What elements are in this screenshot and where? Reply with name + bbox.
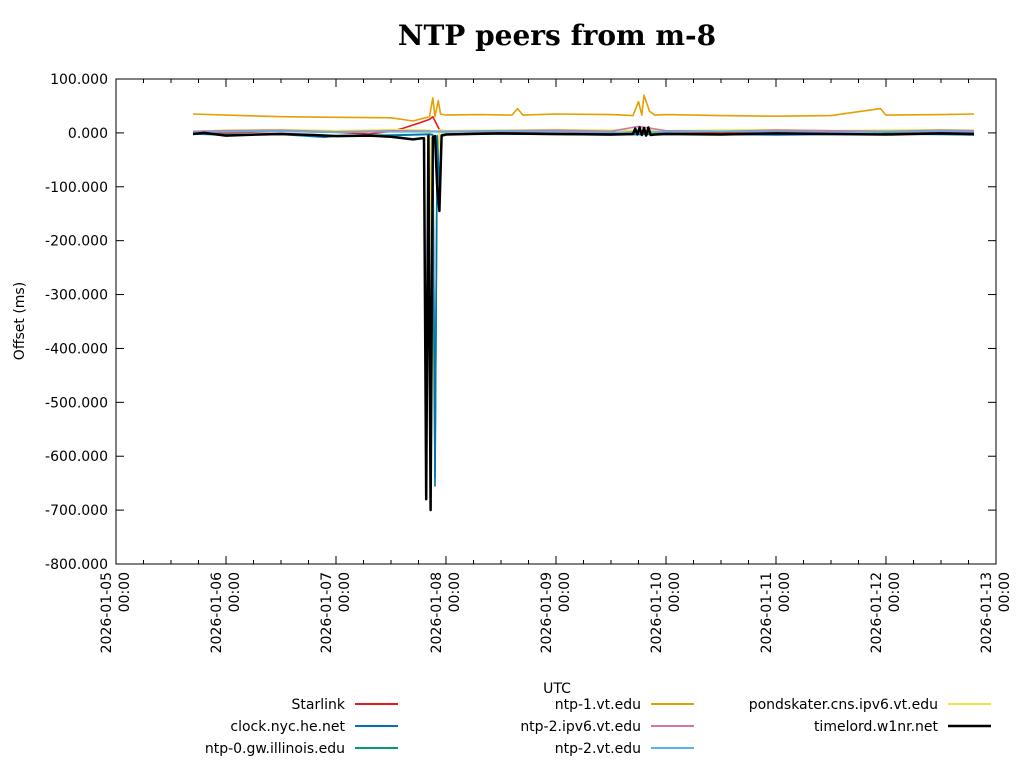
x-axis-label: UTC — [543, 681, 571, 697]
x-tick-time: 00:00 — [997, 572, 1013, 612]
y-tick-label: -300.000 — [45, 288, 108, 304]
y-tick-label: -800.000 — [45, 557, 108, 573]
x-axis: 2026-01-05 00:00 2026-01-06 00:00 2026-01-07… — [99, 79, 1013, 653]
x-tick-time: 00:00 — [117, 572, 133, 612]
x-tick-time: 00:00 — [887, 572, 903, 612]
x-tick-date: 2026-01-09 — [539, 572, 555, 653]
x-tick-date: 2026-01-06 — [209, 572, 225, 653]
x-tick-date: 2026-01-11 — [759, 572, 775, 653]
series-line-ntp-1-vt-edu — [192, 94, 975, 122]
series-line-clock-nyc-he-net — [192, 133, 975, 487]
y-tick-label: -400.000 — [45, 341, 108, 357]
series-line-pondskater-cns-ipv6-vt-edu — [192, 128, 975, 458]
x-tick-time: 00:00 — [447, 572, 463, 612]
y-axis: 100.000 0.000 -100.000 -200.000 -300.000 -400… — [45, 72, 996, 573]
legend-label: ntp-0.gw.illinois.edu — [205, 741, 345, 757]
x-tick-date: 2026-01-07 — [319, 572, 335, 653]
y-tick-label: 100.000 — [50, 72, 108, 88]
legend-label: ntp-2.vt.edu — [555, 741, 641, 757]
y-axis-label: Offset (ms) — [12, 282, 28, 360]
y-tick-label: -100.000 — [45, 180, 108, 196]
x-tick-date: 2026-01-12 — [869, 572, 885, 653]
legend-label: ntp-1.vt.edu — [555, 697, 641, 713]
series-line-ntp-2-ipv6-vt-edu — [192, 125, 975, 133]
series-line-timelord-w1nr-net — [192, 126, 975, 512]
series-line-ntp-0-gw-illinois-edu — [192, 132, 975, 479]
x-tick-date: 2026-01-05 — [99, 572, 115, 653]
legend: Starlink clock.nyc.he.net ntp-0.gw.illinoi… — [205, 697, 991, 757]
x-tick-time: 00:00 — [557, 572, 573, 612]
x-tick-time: 00:00 — [777, 572, 793, 612]
legend-label: clock.nyc.he.net — [230, 719, 345, 735]
y-tick-label: -600.000 — [45, 449, 108, 465]
legend-label: ntp-2.ipv6.vt.edu — [520, 719, 641, 735]
x-tick-time: 00:00 — [337, 572, 353, 612]
plot-area: 100.000 0.000 -100.000 -200.000 -300.000 -400… — [45, 72, 1013, 653]
x-tick-date: 2026-01-08 — [429, 572, 445, 653]
x-tick-time: 00:00 — [667, 572, 683, 612]
y-tick-label: -700.000 — [45, 503, 108, 519]
legend-label: timelord.w1nr.net — [814, 719, 939, 735]
chart-title: NTP peers from m-8 — [398, 19, 716, 52]
y-tick-label: 0.000 — [68, 126, 108, 142]
legend-label: Starlink — [292, 697, 346, 713]
y-tick-label: -200.000 — [45, 234, 108, 250]
series-line-ntp-2-vt-edu — [192, 130, 975, 134]
series-lines — [192, 94, 975, 512]
y-tick-label: -500.000 — [45, 395, 108, 411]
x-tick-time: 00:00 — [227, 572, 243, 612]
plot-frame — [115, 78, 997, 565]
x-tick-date: 2026-01-13 — [979, 572, 995, 653]
legend-label: pondskater.cns.ipv6.vt.edu — [749, 697, 938, 713]
x-tick-date: 2026-01-10 — [649, 572, 665, 653]
